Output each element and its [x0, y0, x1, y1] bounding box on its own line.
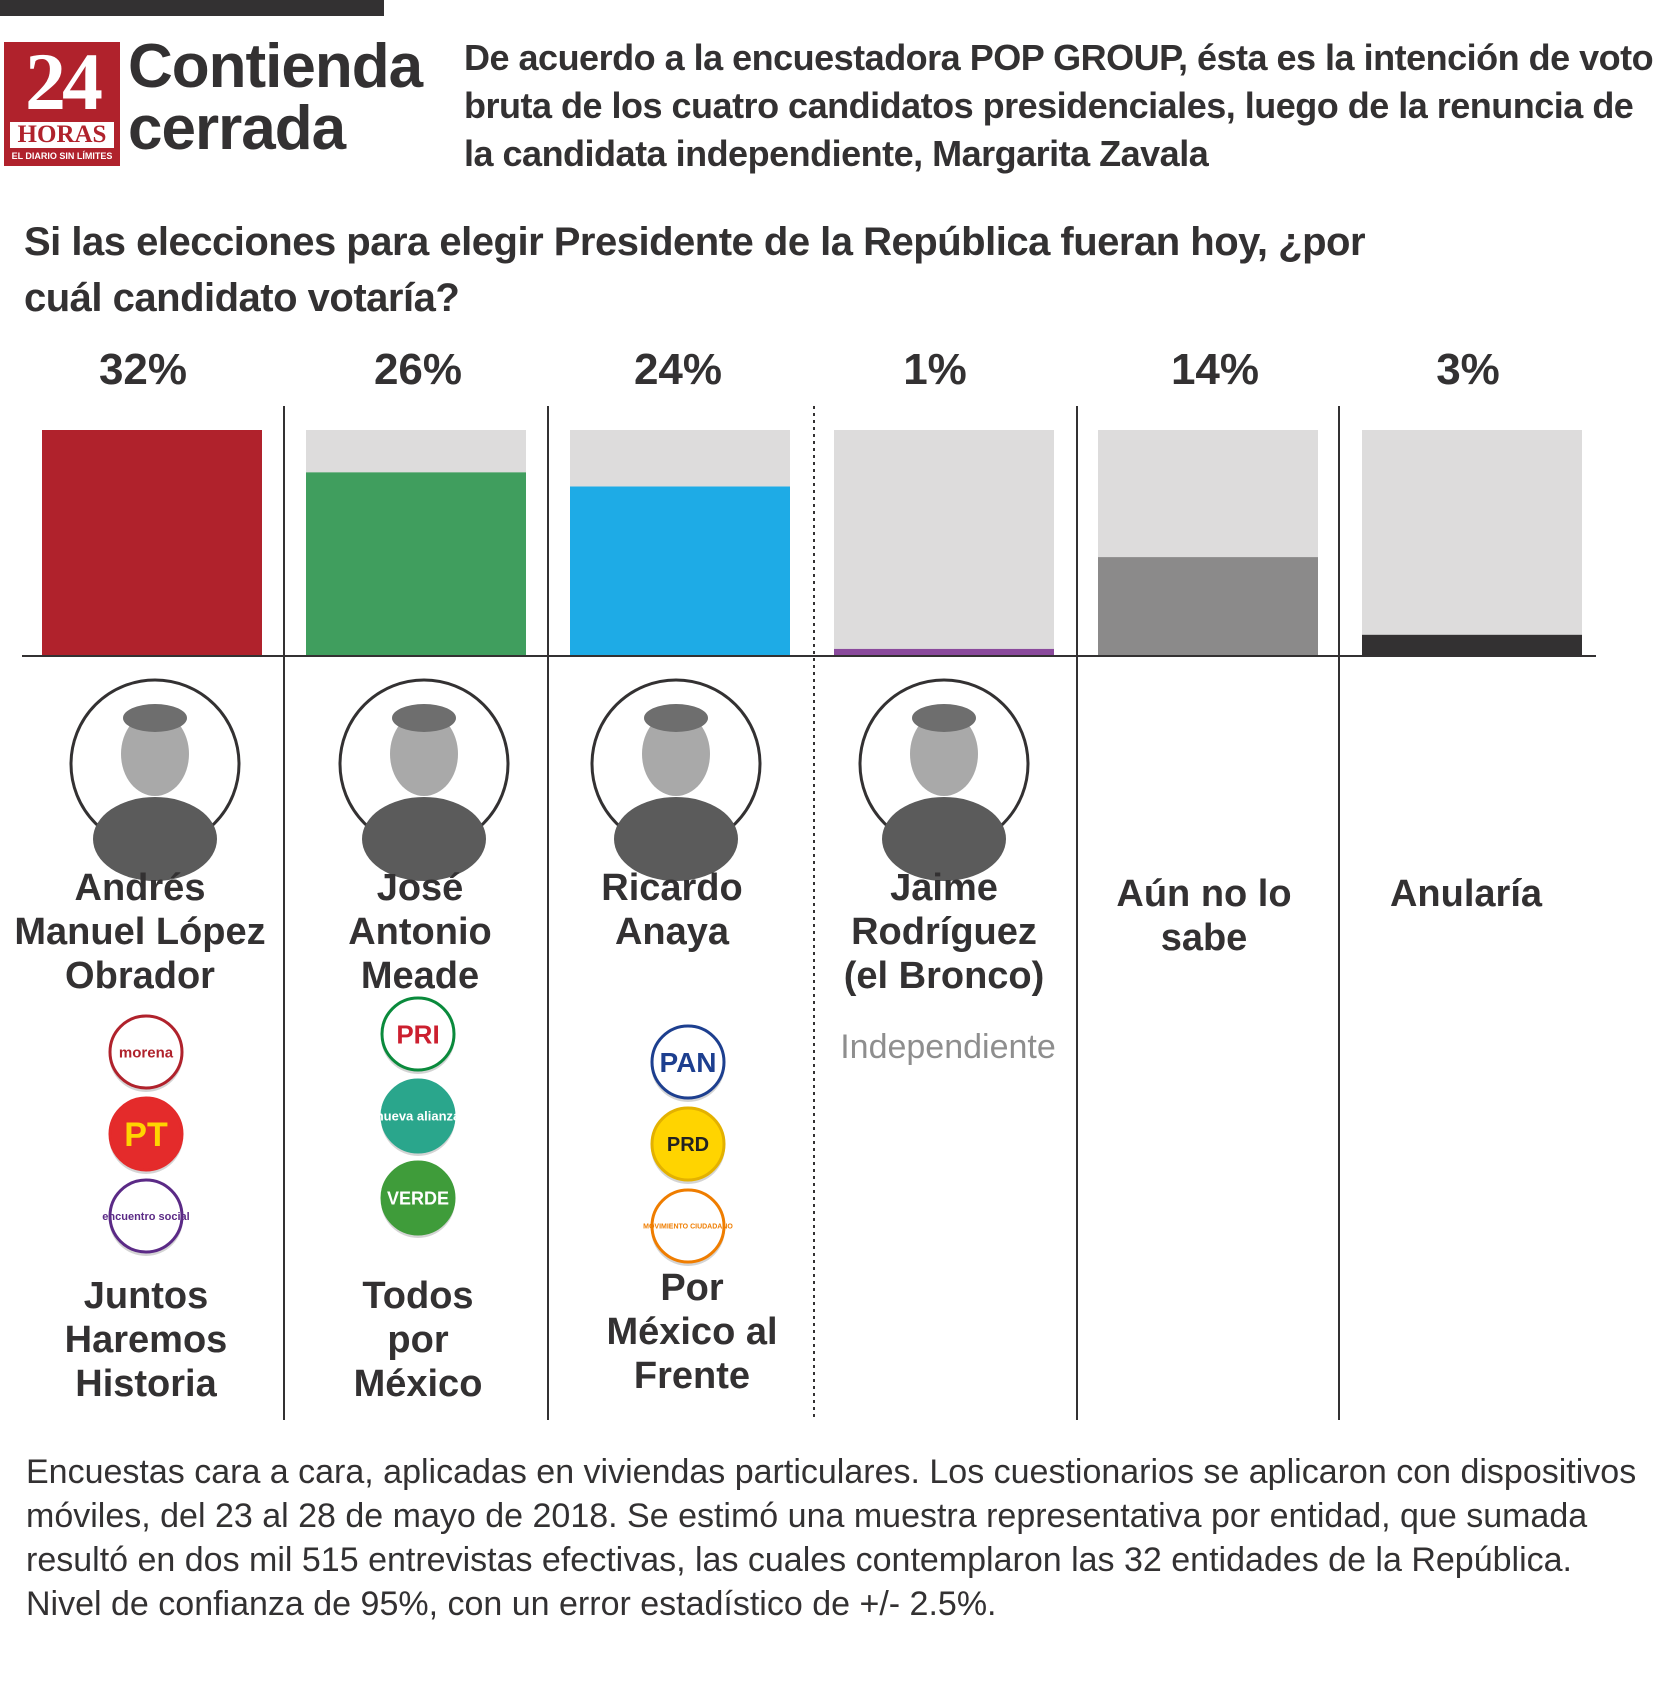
svg-text:VERDE: VERDE [387, 1188, 449, 1208]
svg-text:PAN: PAN [659, 1047, 716, 1078]
party-logo-encuentro-social-icon: encuentro social [102, 1178, 190, 1256]
option-name-1: Andrés Manuel López Obrador [14, 867, 265, 997]
bar [42, 430, 262, 656]
option-name-2: José Antonio Meade [348, 867, 492, 997]
portrait-icon [338, 678, 510, 881]
svg-text:morena: morena [119, 1044, 174, 1061]
survey-question: Si las elecciones para elegir Presidente… [24, 220, 1366, 320]
party-logo-morena-icon: morena [108, 1014, 184, 1092]
svg-text:PRD: PRD [667, 1134, 709, 1156]
bar-track [1362, 430, 1582, 656]
option-name-6: Anularía [1390, 873, 1543, 915]
svg-text:PT: PT [124, 1116, 168, 1154]
party-logo-movimiento-ciudadano-icon: MOVIMIENTO CIUDADANO [643, 1188, 733, 1266]
percent-label: 32% [99, 345, 187, 394]
logo: 24 HORAS EL DIARIO SIN LÍMITES [4, 36, 120, 166]
svg-text:PRI: PRI [396, 1019, 439, 1049]
percent-label: 26% [374, 345, 462, 394]
svg-text:nueva alianza: nueva alianza [376, 1109, 461, 1124]
party-logo-prd-icon: PRD [650, 1106, 726, 1184]
bar [306, 472, 526, 656]
top-rule [0, 0, 384, 16]
option-name-3: Ricardo Anaya [601, 867, 742, 953]
independent-label: Independiente [840, 1028, 1056, 1066]
coalition-name: Por México al Frente [606, 1267, 777, 1397]
bar-track [834, 430, 1054, 656]
svg-text:encuentro social: encuentro social [102, 1211, 189, 1223]
party-logo-pan-icon: PAN [650, 1024, 726, 1102]
logo-band: HORAS [10, 122, 114, 148]
party-logo-verde-icon: VERDE [380, 1160, 456, 1238]
percent-label: 3% [1436, 345, 1500, 394]
percent-label: 24% [634, 345, 722, 394]
methodology-note: Encuestas cara a cara, aplicadas en vivi… [26, 1453, 1637, 1623]
option-name-4: Jaime Rodríguez (el Bronco) [844, 867, 1045, 997]
portrait-icon [590, 678, 762, 881]
party-logo-pri-icon: PRI [380, 996, 456, 1074]
party-logo-nueva-alianza-icon: nueva alianza [376, 1078, 461, 1156]
portrait-icon [858, 678, 1030, 881]
page-subtitle: De acuerdo a la encuestadora POP GROUP, … [464, 37, 1654, 174]
page-title: Contienda cerrada [128, 32, 423, 163]
bar [1362, 634, 1582, 656]
portrait-icon [69, 678, 241, 881]
bar [570, 486, 790, 656]
bar [834, 648, 1054, 656]
logo-tagline: EL DIARIO SIN LÍMITES [11, 151, 113, 161]
logo-number: 24 [25, 36, 103, 127]
logo-word: HORAS [17, 121, 107, 148]
option-name-5: Aún no lo sabe [1116, 873, 1291, 959]
coalition-name: Juntos Haremos Historia [65, 1275, 228, 1405]
percent-label: 1% [903, 345, 967, 394]
bar [1098, 557, 1318, 656]
party-logo-pt-icon: PT [108, 1096, 184, 1174]
vote-intention-chart: 32% 26% 24% 1% 14% 3% Andrés Manuel López Obrado… [14, 345, 1596, 1420]
coalition-name: Todos por México [354, 1275, 483, 1405]
svg-text:MOVIMIENTO CIUDADANO: MOVIMIENTO CIUDADANO [643, 1224, 733, 1231]
percent-label: 14% [1171, 345, 1259, 394]
